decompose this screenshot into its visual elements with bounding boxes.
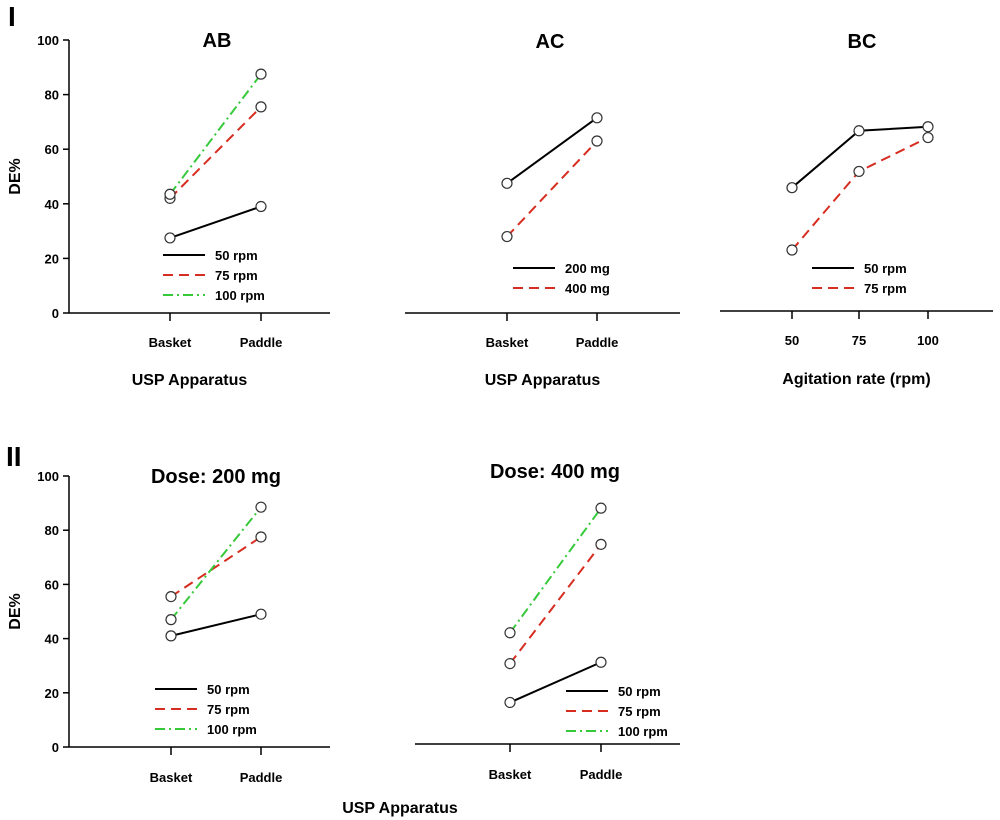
x-axis-label: Agitation rate (rpm) xyxy=(782,371,930,388)
data-point-50-rpm xyxy=(595,656,607,668)
legend-label-50-rpm: 50 rpm xyxy=(215,248,258,263)
y-axis-label: DE% xyxy=(7,593,24,629)
data-point-50-rpm xyxy=(922,121,934,133)
legend-label-75-rpm: 75 rpm xyxy=(618,704,661,719)
x-tick-label-100: 100 xyxy=(917,333,939,348)
data-point-400-mg xyxy=(591,135,603,147)
legend-label-400-mg: 400 mg xyxy=(565,281,610,296)
series-line-400-mg xyxy=(506,140,598,238)
data-point-50-rpm xyxy=(255,200,267,213)
chart-AB: AB 0 20 40 60 80 100 DE% Basket Paddle USP Apparat… xyxy=(7,30,330,389)
x-axis-label: USP Apparatus xyxy=(485,372,601,389)
data-point-400-mg xyxy=(501,230,513,243)
chart-title: Dose: 200 mg xyxy=(151,466,281,488)
chart-title: BC xyxy=(848,31,877,53)
data-point-75-rpm xyxy=(853,165,865,178)
legend-label-100-rpm: 100 rpm xyxy=(215,288,265,303)
data-point-75-rpm xyxy=(786,244,798,256)
series-line-100-rpm xyxy=(509,507,602,634)
series-line-100-rpm xyxy=(170,506,262,621)
data-point-100-rpm xyxy=(164,188,176,200)
y-tick-label: 80 xyxy=(45,88,59,103)
data-point-75-rpm xyxy=(504,657,516,670)
x-tick-label-basket: Basket xyxy=(486,335,529,350)
data-point-200-mg xyxy=(501,177,513,189)
x-tick-label-basket: Basket xyxy=(150,770,193,785)
data-point-75-rpm xyxy=(922,131,934,144)
x-tick-label-paddle: Paddle xyxy=(580,767,623,782)
x-tick-label-basket: Basket xyxy=(489,767,532,782)
series-line-50-rpm xyxy=(169,205,262,239)
y-tick-label: 20 xyxy=(45,686,59,701)
data-point-75-rpm xyxy=(165,590,177,603)
y-tick-label: 60 xyxy=(45,142,59,157)
chart-AC: AC Basket Paddle USP Apparatus 200 mg 400 mg xyxy=(405,31,680,389)
x-tick-label-50: 50 xyxy=(785,333,799,348)
y-tick-label: 80 xyxy=(45,523,59,538)
y-tick-label: 0 xyxy=(52,740,59,755)
legend-label-200-mg: 200 mg xyxy=(565,261,610,276)
y-tick-label: 100 xyxy=(37,33,59,48)
series-line-75-rpm xyxy=(169,106,262,200)
chart-title: AC xyxy=(536,31,565,53)
data-point-50-rpm xyxy=(255,608,267,620)
series-line-75-rpm xyxy=(791,136,929,251)
panel-label-II: II xyxy=(6,441,22,472)
series-line-75-rpm xyxy=(509,543,602,665)
data-point-75-rpm xyxy=(255,101,267,113)
x-tick-label-paddle: Paddle xyxy=(240,335,283,350)
chart-dose-400: Dose: 400 mg Basket Paddle 50 rpm 75 rpm 100 … xyxy=(415,461,680,782)
y-tick-label: 100 xyxy=(37,469,59,484)
series-line-75-rpm xyxy=(170,536,262,598)
data-point-75-rpm xyxy=(595,538,607,550)
y-tick-label: 0 xyxy=(52,306,59,321)
data-point-50-rpm xyxy=(853,125,865,137)
data-point-100-rpm xyxy=(165,614,177,626)
y-tick-label: 20 xyxy=(45,251,59,266)
y-tick-label: 60 xyxy=(45,577,59,592)
series-line-100-rpm xyxy=(169,73,262,195)
data-point-50-rpm xyxy=(165,630,177,642)
legend-label-100-rpm: 100 rpm xyxy=(207,722,257,737)
legend-label-50-rpm: 50 rpm xyxy=(618,684,661,699)
data-point-100-rpm xyxy=(255,501,267,513)
chart-title: AB xyxy=(203,30,232,52)
series-line-200-mg xyxy=(506,116,598,185)
row-II-x-axis-label: USP Apparatus xyxy=(342,800,458,817)
chart-title: Dose: 400 mg xyxy=(490,461,620,483)
y-tick-label: 40 xyxy=(45,197,59,212)
data-point-200-mg xyxy=(591,112,603,124)
x-tick-label-75: 75 xyxy=(852,333,866,348)
chart-BC: BC 50 75 100 Agitation rate (rpm) 50 rpm 75 rp… xyxy=(720,31,993,388)
legend-label-75-rpm: 75 rpm xyxy=(215,268,258,283)
data-point-50-rpm xyxy=(164,232,176,244)
x-tick-label-paddle: Paddle xyxy=(576,335,619,350)
series-line-50-rpm xyxy=(170,613,262,637)
legend-label-100-rpm: 100 rpm xyxy=(618,724,668,739)
data-point-100-rpm xyxy=(504,627,516,639)
data-point-100-rpm xyxy=(255,68,267,80)
legend-label-50-rpm: 50 rpm xyxy=(207,682,250,697)
series-line-50-rpm xyxy=(509,661,602,704)
chart-dose-200: Dose: 200 mg 0 20 40 60 80 100 DE% Basket Paddle 5… xyxy=(7,466,330,785)
legend-label-75-rpm: 75 rpm xyxy=(207,702,250,717)
panel-label-I: I xyxy=(8,1,16,32)
x-axis-label: USP Apparatus xyxy=(132,372,248,389)
legend-label-75-rpm: 75 rpm xyxy=(864,281,907,296)
data-point-50-rpm xyxy=(504,696,516,709)
x-tick-label-basket: Basket xyxy=(149,335,192,350)
y-tick-label: 40 xyxy=(45,632,59,647)
data-point-75-rpm xyxy=(255,531,267,543)
y-axis-label: DE% xyxy=(7,158,24,194)
data-point-50-rpm xyxy=(786,182,798,194)
data-point-100-rpm xyxy=(595,502,607,514)
x-tick-label-paddle: Paddle xyxy=(240,770,283,785)
legend-label-50-rpm: 50 rpm xyxy=(864,261,907,276)
